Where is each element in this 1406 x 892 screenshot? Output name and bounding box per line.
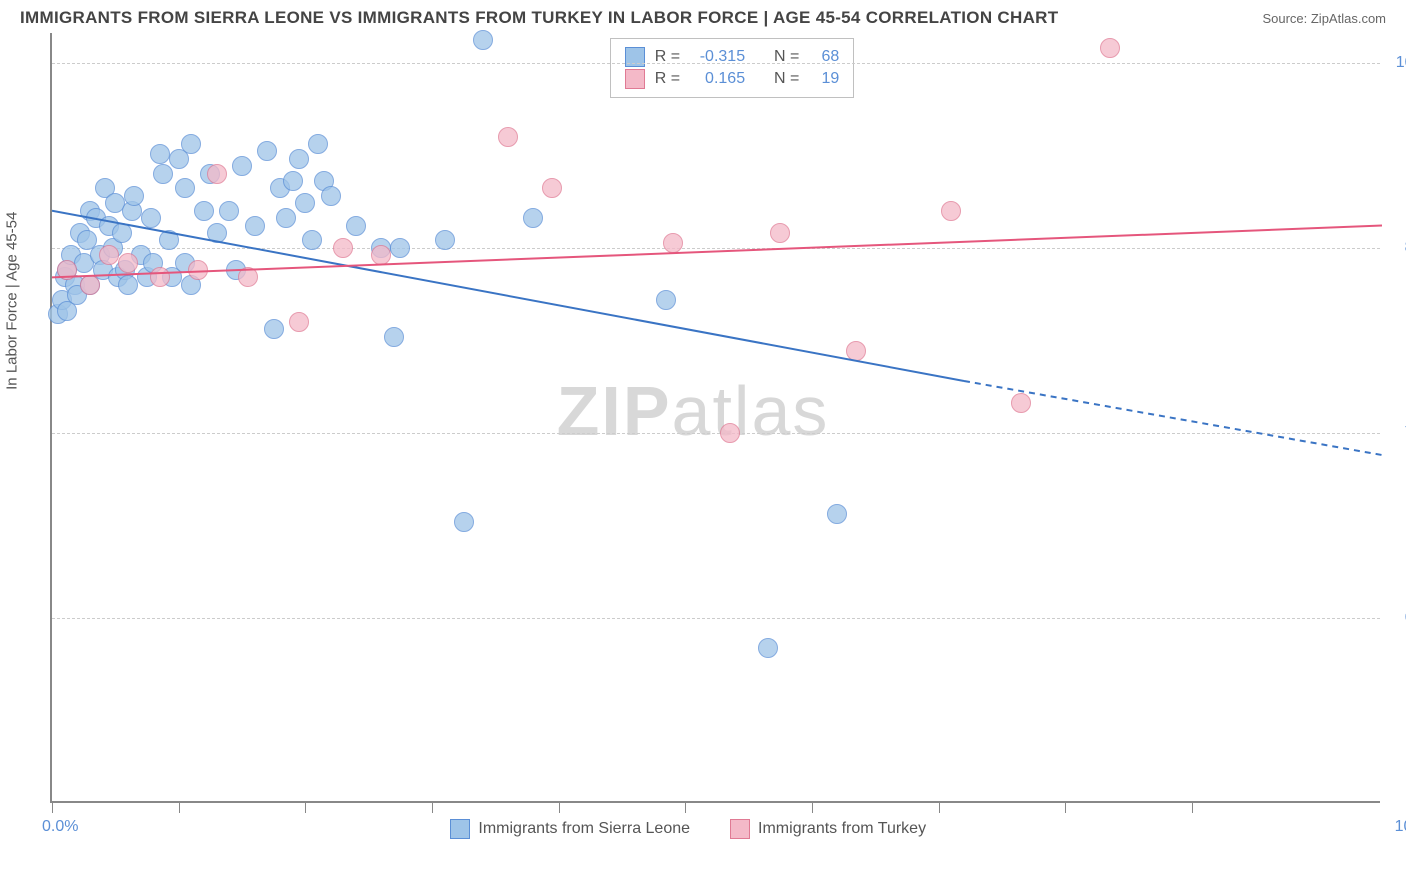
legend-swatch bbox=[450, 819, 470, 839]
trend-line-extrapolated bbox=[964, 381, 1382, 455]
data-point bbox=[159, 230, 179, 250]
legend-item: Immigrants from Turkey bbox=[730, 819, 926, 839]
data-point bbox=[827, 504, 847, 524]
data-point bbox=[371, 245, 391, 265]
gridline-h bbox=[52, 63, 1380, 64]
data-point bbox=[238, 267, 258, 287]
data-point bbox=[758, 638, 778, 658]
data-point bbox=[454, 512, 474, 532]
correlation-legend: R =-0.315 N =68 R = 0.165 N = 19 bbox=[610, 38, 855, 98]
data-point bbox=[194, 201, 214, 221]
data-point bbox=[846, 341, 866, 361]
data-point bbox=[656, 290, 676, 310]
chart-header: IMMIGRANTS FROM SIERRA LEONE VS IMMIGRAN… bbox=[0, 0, 1406, 33]
data-point bbox=[124, 186, 144, 206]
watermark-bold: ZIP bbox=[557, 372, 672, 450]
legend-swatch bbox=[625, 69, 645, 89]
legend-label: Immigrants from Turkey bbox=[758, 820, 926, 838]
data-point bbox=[150, 267, 170, 287]
data-point bbox=[175, 178, 195, 198]
data-point bbox=[542, 178, 562, 198]
data-point bbox=[1011, 393, 1031, 413]
data-point bbox=[498, 127, 518, 147]
y-tick-label: 100.0% bbox=[1396, 54, 1406, 72]
data-point bbox=[219, 201, 239, 221]
data-point bbox=[435, 230, 455, 250]
legend-stats-row: R = 0.165 N = 19 bbox=[625, 69, 840, 89]
data-point bbox=[188, 260, 208, 280]
data-point bbox=[57, 260, 77, 280]
data-point bbox=[150, 144, 170, 164]
x-axis-max-label: 10.0% bbox=[1395, 818, 1406, 836]
data-point bbox=[308, 134, 328, 154]
x-tick bbox=[559, 801, 560, 813]
x-tick bbox=[1065, 801, 1066, 813]
data-point bbox=[276, 208, 296, 228]
data-point bbox=[99, 245, 119, 265]
watermark: ZIPatlas bbox=[557, 371, 830, 451]
data-point bbox=[663, 233, 683, 253]
trend-lines bbox=[52, 33, 1382, 803]
data-point bbox=[720, 423, 740, 443]
data-point bbox=[181, 134, 201, 154]
data-point bbox=[264, 319, 284, 339]
data-point bbox=[257, 141, 277, 161]
data-point bbox=[80, 275, 100, 295]
data-point bbox=[384, 327, 404, 347]
data-point bbox=[289, 149, 309, 169]
x-tick bbox=[939, 801, 940, 813]
r-label: R = bbox=[655, 70, 680, 88]
data-point bbox=[770, 223, 790, 243]
chart-source: Source: ZipAtlas.com bbox=[1262, 11, 1386, 26]
r-value: 0.165 bbox=[690, 70, 745, 88]
gridline-h bbox=[52, 433, 1380, 434]
data-point bbox=[207, 223, 227, 243]
data-point bbox=[153, 164, 173, 184]
data-point bbox=[302, 230, 322, 250]
data-point bbox=[289, 312, 309, 332]
legend-label: Immigrants from Sierra Leone bbox=[478, 820, 690, 838]
data-point bbox=[941, 201, 961, 221]
data-point bbox=[118, 275, 138, 295]
legend-item: Immigrants from Sierra Leone bbox=[450, 819, 690, 839]
data-point bbox=[295, 193, 315, 213]
chart-title: IMMIGRANTS FROM SIERRA LEONE VS IMMIGRAN… bbox=[20, 8, 1058, 28]
legend-swatch bbox=[730, 819, 750, 839]
watermark-light: atlas bbox=[672, 372, 830, 450]
data-point bbox=[1100, 38, 1120, 58]
gridline-h bbox=[52, 618, 1380, 619]
data-point bbox=[118, 253, 138, 273]
x-axis-min-label: 0.0% bbox=[42, 818, 78, 836]
x-tick bbox=[305, 801, 306, 813]
legend-swatch bbox=[625, 47, 645, 67]
x-tick bbox=[812, 801, 813, 813]
data-point bbox=[283, 171, 303, 191]
series-legend: Immigrants from Sierra Leone Immigrants f… bbox=[450, 819, 926, 839]
data-point bbox=[207, 164, 227, 184]
data-point bbox=[112, 223, 132, 243]
data-point bbox=[473, 30, 493, 50]
n-value: 19 bbox=[809, 70, 839, 88]
legend-stats-row: R =-0.315 N =68 bbox=[625, 47, 840, 67]
x-tick bbox=[179, 801, 180, 813]
scatter-chart: In Labor Force | Age 45-54 ZIPatlas R =-… bbox=[50, 33, 1380, 803]
x-tick bbox=[52, 801, 53, 813]
data-point bbox=[333, 238, 353, 258]
x-tick bbox=[685, 801, 686, 813]
data-point bbox=[232, 156, 252, 176]
x-tick bbox=[1192, 801, 1193, 813]
data-point bbox=[321, 186, 341, 206]
trend-line bbox=[52, 211, 964, 381]
data-point bbox=[245, 216, 265, 236]
y-axis-title: In Labor Force | Age 45-54 bbox=[4, 212, 21, 390]
data-point bbox=[390, 238, 410, 258]
gridline-h bbox=[52, 248, 1380, 249]
data-point bbox=[346, 216, 366, 236]
data-point bbox=[141, 208, 161, 228]
n-label: N = bbox=[774, 70, 799, 88]
x-tick bbox=[432, 801, 433, 813]
data-point bbox=[523, 208, 543, 228]
